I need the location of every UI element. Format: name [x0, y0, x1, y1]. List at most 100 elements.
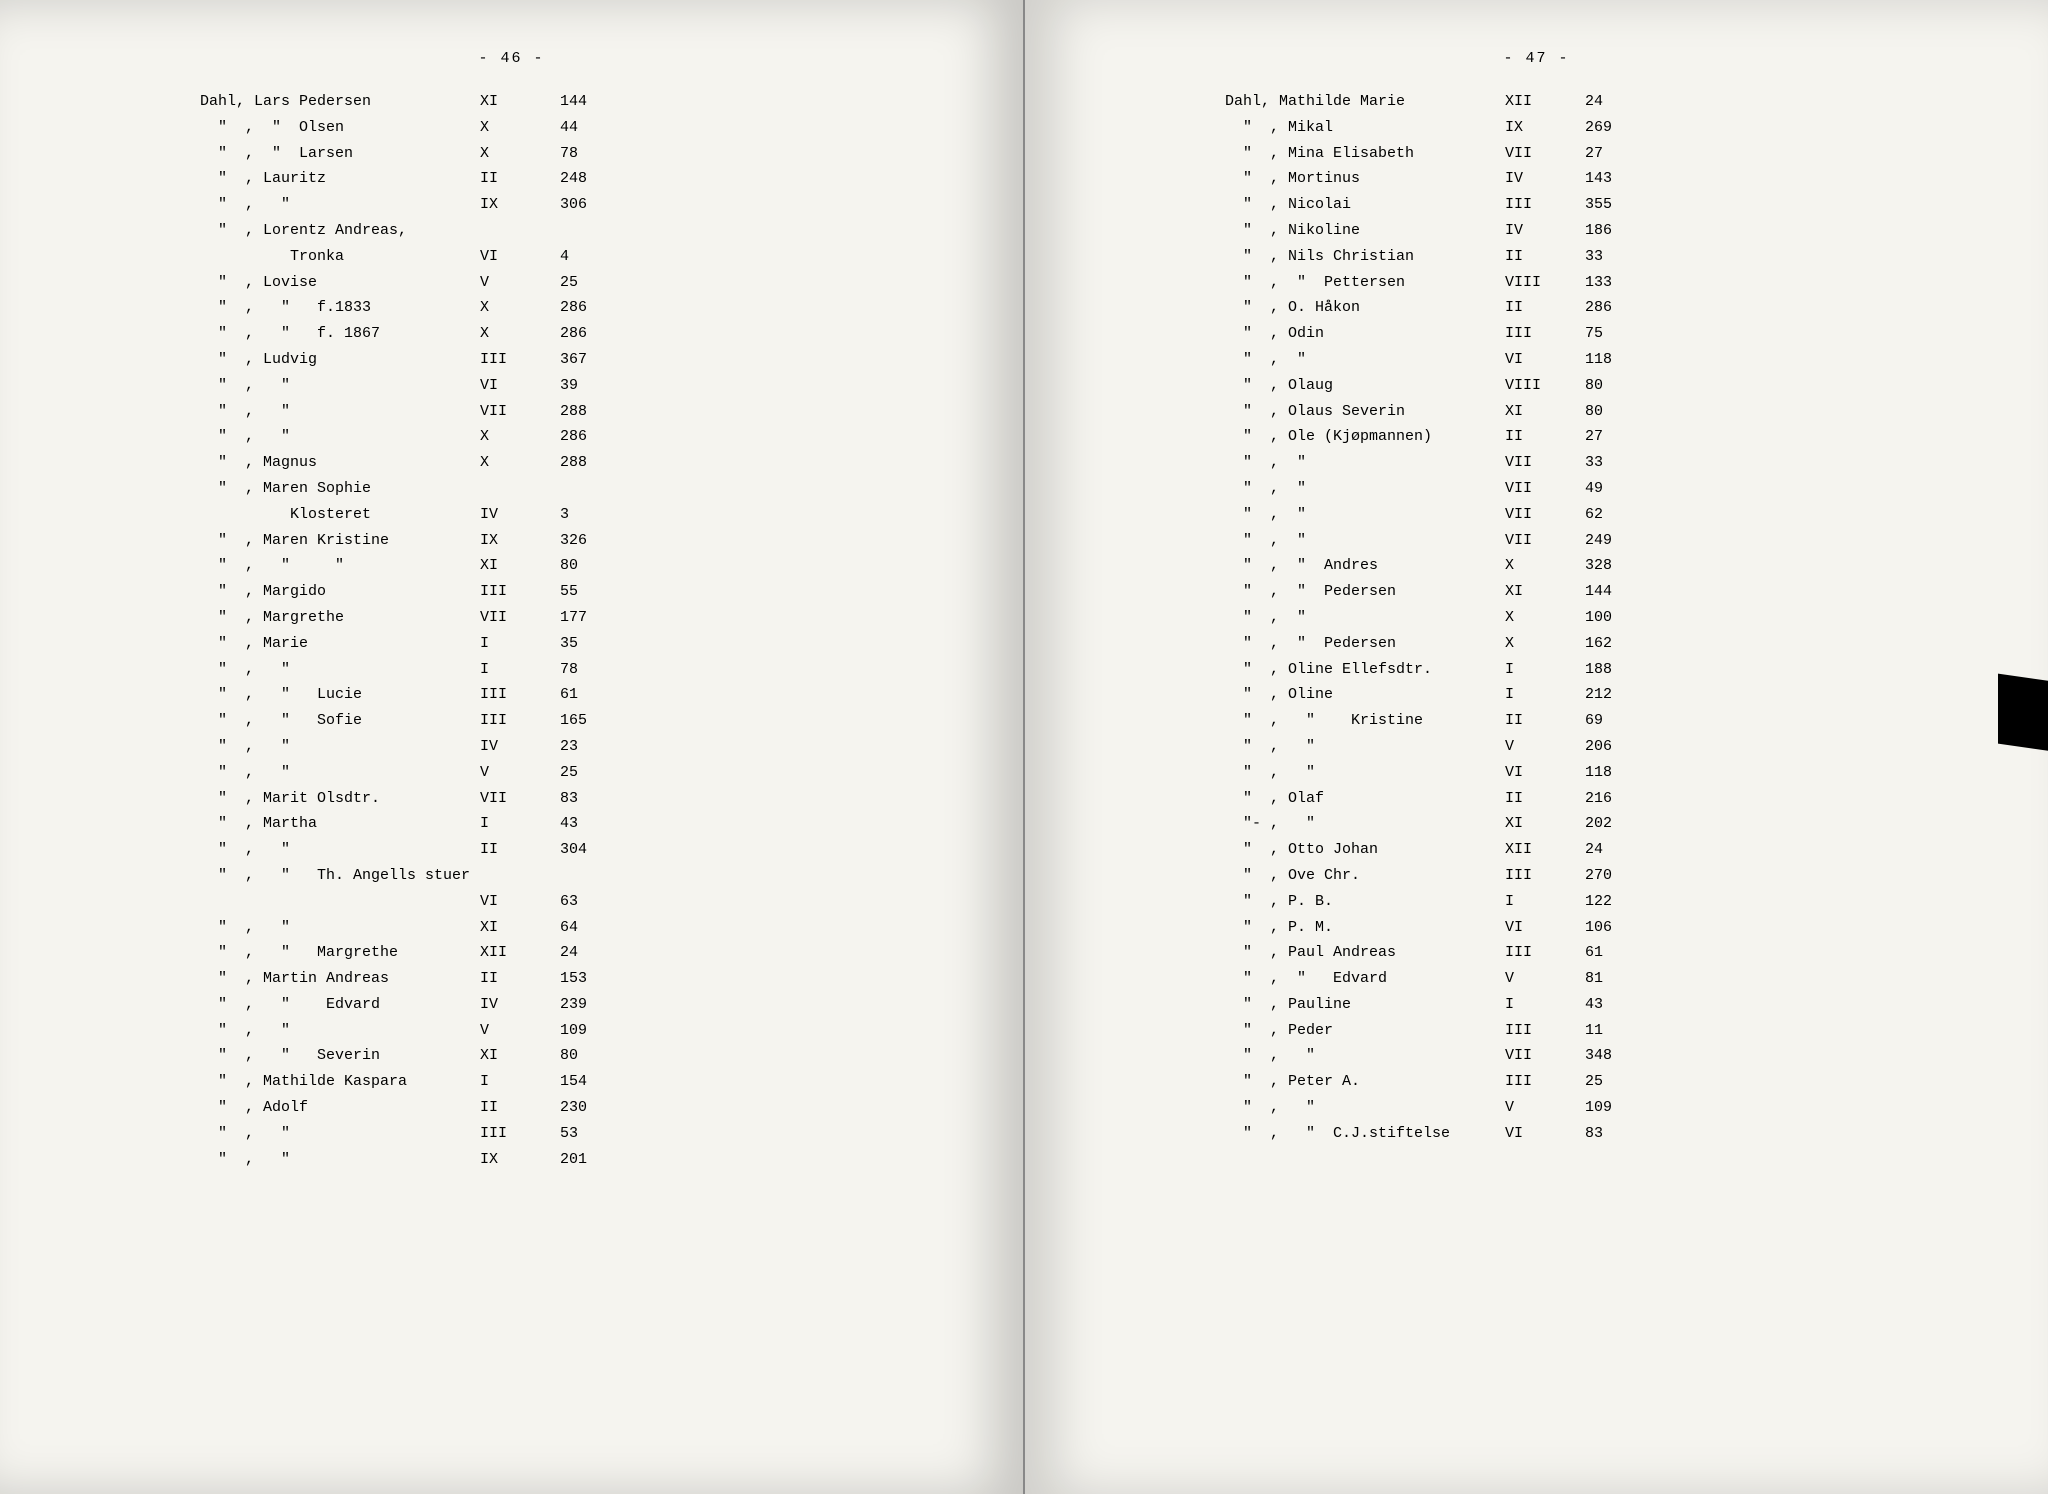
- entry-volume: IV: [1505, 218, 1585, 244]
- entry-page: 64: [560, 915, 630, 941]
- entry-volume: IV: [1505, 166, 1585, 192]
- index-row: " , "II304: [200, 837, 963, 863]
- entry-name: " , Lovise: [200, 270, 480, 296]
- entry-volume: XI: [480, 915, 560, 941]
- entry-name: " , Olaug: [1225, 373, 1505, 399]
- entry-volume: XII: [1505, 837, 1585, 863]
- entry-page: 25: [1585, 1069, 1655, 1095]
- entry-volume: III: [480, 579, 560, 605]
- entry-volume: VIII: [1505, 270, 1585, 296]
- entry-name: " , Margido: [200, 579, 480, 605]
- entry-volume: III: [480, 347, 560, 373]
- index-row: " , NicolaiIII355: [1225, 192, 1988, 218]
- entry-volume: X: [480, 295, 560, 321]
- entry-page: 212: [1585, 682, 1655, 708]
- entry-volume: X: [480, 321, 560, 347]
- entry-volume: IX: [1505, 115, 1585, 141]
- index-row: " , Marit Olsdtr.VII83: [200, 786, 963, 812]
- index-row: " , OlaugVIII80: [1225, 373, 1988, 399]
- entry-page: 24: [560, 940, 630, 966]
- entry-name: " , Otto Johan: [1225, 837, 1505, 863]
- entry-name: " , Oline: [1225, 682, 1505, 708]
- index-row: " , LoviseV25: [200, 270, 963, 296]
- entry-name: " , Peter A.: [1225, 1069, 1505, 1095]
- entry-volume: III: [480, 1121, 560, 1147]
- entry-name: " , ": [1225, 450, 1505, 476]
- entry-page: 100: [1585, 605, 1655, 631]
- entry-volume: III: [480, 708, 560, 734]
- entry-name: " , ": [1225, 1095, 1505, 1121]
- index-row: " , "III53: [200, 1121, 963, 1147]
- entry-volume: II: [1505, 424, 1585, 450]
- entry-name: " , ": [1225, 605, 1505, 631]
- entry-volume: I: [1505, 657, 1585, 683]
- index-row: " , " MargretheXII24: [200, 940, 963, 966]
- entry-volume: I: [480, 1069, 560, 1095]
- entry-volume: VII: [480, 786, 560, 812]
- entry-page: [560, 863, 630, 889]
- entry-volume: VI: [480, 244, 560, 270]
- index-row: " , "XI64: [200, 915, 963, 941]
- entry-page: 53: [560, 1121, 630, 1147]
- entry-volume: XII: [1505, 89, 1585, 115]
- entry-volume: XI: [480, 553, 560, 579]
- entry-volume: III: [1505, 863, 1585, 889]
- page-number-right: - 47 -: [1085, 50, 1988, 67]
- entry-name: " , " C.J.stiftelse: [1225, 1121, 1505, 1147]
- entry-page: 286: [560, 321, 630, 347]
- entry-page: 63: [560, 889, 630, 915]
- entry-page: 33: [1585, 244, 1655, 270]
- entry-page: 24: [1585, 837, 1655, 863]
- index-row: " , P. M.VI106: [1225, 915, 1988, 941]
- index-row: " , "VII49: [1225, 476, 1988, 502]
- index-row: " , Mathilde KasparaI154: [200, 1069, 963, 1095]
- entry-name: " , " Pedersen: [1225, 579, 1505, 605]
- entry-name: " , Mikal: [1225, 115, 1505, 141]
- index-row: " , " LarsenX78: [200, 141, 963, 167]
- index-row: KlosteretIV3: [200, 502, 963, 528]
- entry-volume: VI: [1505, 1121, 1585, 1147]
- entry-volume: IX: [480, 1147, 560, 1173]
- entry-volume: XI: [1505, 811, 1585, 837]
- entry-name: " , ": [200, 837, 480, 863]
- entry-name: " , Ludvig: [200, 347, 480, 373]
- index-row: " , " f.1833X286: [200, 295, 963, 321]
- entry-name: " , " Olsen: [200, 115, 480, 141]
- entry-name: " , Olaus Severin: [1225, 399, 1505, 425]
- entry-page: 43: [560, 811, 630, 837]
- entry-volume: X: [480, 424, 560, 450]
- entry-page: 153: [560, 966, 630, 992]
- entry-page: 80: [560, 553, 630, 579]
- entry-name: " , Ove Chr.: [1225, 863, 1505, 889]
- index-row: " , MargretheVII177: [200, 605, 963, 631]
- entry-name: " , ": [1225, 1043, 1505, 1069]
- entry-page: 306: [560, 192, 630, 218]
- entry-volume: [480, 476, 560, 502]
- index-row: " , "VII62: [1225, 502, 1988, 528]
- entry-volume: III: [1505, 1018, 1585, 1044]
- entry-name: " , ": [200, 657, 480, 683]
- entry-volume: X: [1505, 553, 1585, 579]
- index-row: " , "V109: [200, 1018, 963, 1044]
- index-row: " , Martin AndreasII153: [200, 966, 963, 992]
- entry-name: Tronka: [200, 244, 480, 270]
- index-row: " , "V206: [1225, 734, 1988, 760]
- index-row: " , Olaus SeverinXI80: [1225, 399, 1988, 425]
- entry-volume: III: [1505, 940, 1585, 966]
- entry-page: 25: [560, 270, 630, 296]
- index-row: " , Lorentz Andreas,: [200, 218, 963, 244]
- entry-page: 69: [1585, 708, 1655, 734]
- entry-page: 216: [1585, 786, 1655, 812]
- entry-volume: IX: [480, 528, 560, 554]
- entry-name: " , Peder: [1225, 1018, 1505, 1044]
- index-row: Dahl, Lars PedersenXI144: [200, 89, 963, 115]
- index-row: " , LudvigIII367: [200, 347, 963, 373]
- entry-page: 188: [1585, 657, 1655, 683]
- entry-volume: [480, 863, 560, 889]
- entry-page: 61: [560, 682, 630, 708]
- entry-name: " , " Pedersen: [1225, 631, 1505, 657]
- entry-volume: VIII: [1505, 373, 1585, 399]
- entry-name: " , Lauritz: [200, 166, 480, 192]
- entry-volume: VII: [1505, 502, 1585, 528]
- entry-name: " , " ": [200, 553, 480, 579]
